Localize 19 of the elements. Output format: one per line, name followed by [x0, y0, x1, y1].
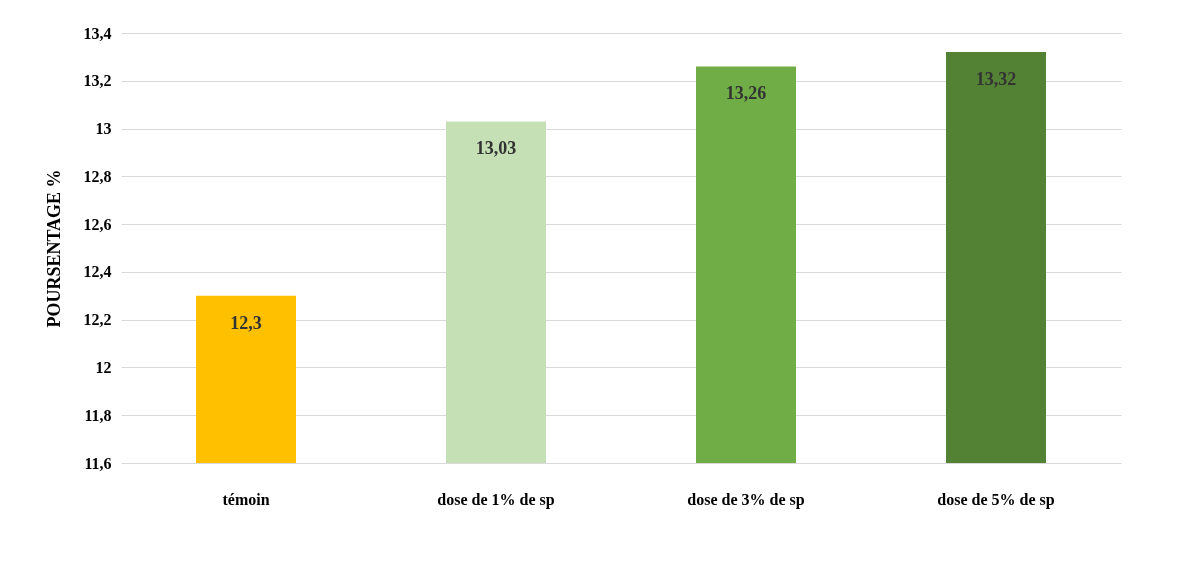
- y-axis-title: POURSENTAGE %: [43, 169, 64, 328]
- y-tick-label: 12,4: [83, 263, 112, 281]
- data-label: 13,26: [725, 83, 767, 104]
- y-tick-label: 13,2: [83, 72, 112, 90]
- y-tick-label: 11,6: [84, 454, 112, 472]
- y-tick-label: 12,2: [83, 311, 112, 329]
- y-tick-label: 12,8: [83, 167, 112, 185]
- data-label: 12,3: [230, 312, 262, 333]
- x-tick-label: dose de 3% de sp: [687, 490, 805, 509]
- y-tick-label: 12,6: [83, 215, 112, 233]
- y-tick-label: 13: [95, 120, 112, 138]
- data-label: 13,32: [975, 69, 1017, 90]
- x-tick-label: dose de 5% de sp: [937, 490, 1055, 509]
- data-label: 13,03: [475, 138, 517, 159]
- x-tick-label: dose de 1% de sp: [437, 490, 555, 509]
- y-tick-label: 13,4: [83, 24, 112, 42]
- y-tick-label: 12: [95, 358, 112, 376]
- x-tick-label: témoin: [222, 490, 270, 508]
- y-tick-label: 11,8: [84, 406, 112, 424]
